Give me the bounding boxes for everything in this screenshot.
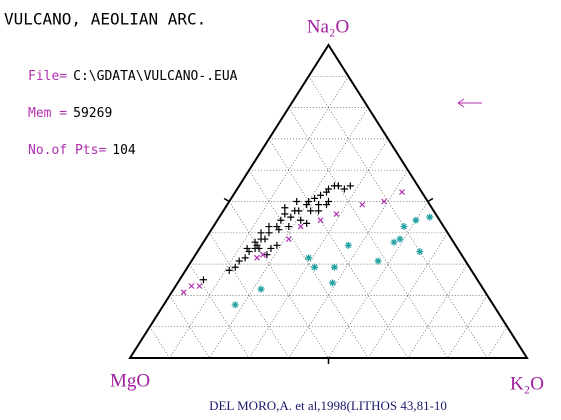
data-point [297, 216, 305, 224]
data-point [311, 263, 319, 271]
data-point [305, 198, 313, 205]
data-point [305, 254, 313, 262]
vertex-label: K₂O [510, 373, 544, 394]
source-note: DEL MORO,A. et al,1998(LITHOS 43,81-10 [209, 398, 447, 413]
data-point [281, 204, 289, 212]
tick-mark [427, 197, 434, 203]
grid-line [367, 232, 448, 359]
data-point [254, 254, 260, 261]
grid-line [169, 295, 210, 359]
data-point [333, 211, 340, 217]
info-panel: File= C:\GDATA\VULCANO-.EUA Mem = 59269 No.o… [28, 69, 238, 158]
data-point [328, 279, 336, 287]
data-point [287, 213, 295, 221]
data-point [285, 236, 292, 242]
data-point [317, 191, 325, 199]
data-point [235, 257, 243, 265]
data-point [307, 207, 315, 215]
grid-line [447, 295, 488, 359]
data-point [265, 229, 273, 237]
grid-line [268, 138, 409, 359]
info-value: 104 [112, 143, 136, 158]
data-point [180, 289, 187, 296]
data-point [225, 266, 233, 274]
data-point [323, 201, 331, 209]
info-line: File= C:\GDATA\VULCANO-.EUA [28, 69, 238, 84]
info-value: C:\GDATA\VULCANO-.EUA [73, 69, 238, 84]
info-value: 59269 [73, 106, 112, 121]
data-point [346, 182, 354, 190]
data-point [412, 216, 420, 224]
info-line: Mem = 59269 [28, 106, 112, 121]
grid-line [487, 326, 508, 359]
data-point [199, 276, 207, 284]
data-point [196, 283, 203, 289]
data-point [400, 223, 408, 231]
data-point [231, 263, 239, 271]
vertex-label: MgO [110, 370, 150, 391]
data-point [315, 201, 323, 209]
info-label: No.of Pts= [28, 143, 106, 158]
data-point [231, 301, 239, 309]
data-point [416, 248, 424, 256]
data-point [265, 223, 273, 231]
info-line: No.of Pts= 104 [28, 143, 136, 158]
data-point [315, 207, 323, 215]
data-point [285, 223, 293, 231]
chart-title: VULCANO, AEOLIAN ARC. [4, 10, 206, 29]
data-point [273, 241, 281, 249]
tick-mark [223, 197, 230, 203]
data-point [267, 244, 275, 252]
data-point [297, 223, 304, 230]
data-point [257, 285, 265, 293]
data-point [426, 213, 434, 221]
data-point [303, 219, 311, 227]
data-point [317, 217, 324, 224]
grid-line [328, 201, 429, 359]
data-point [275, 226, 283, 234]
data-point [399, 189, 405, 196]
grid-line [407, 263, 468, 359]
data-point [340, 185, 348, 193]
grid-line [288, 170, 409, 359]
data-point [390, 238, 398, 246]
data-point [344, 241, 352, 249]
data-point [260, 251, 266, 258]
grid-line [209, 232, 290, 359]
data-point [281, 210, 289, 218]
data-point [396, 235, 404, 243]
grid-line [189, 263, 250, 359]
points [180, 182, 434, 309]
data-point [330, 263, 338, 271]
data-point [374, 257, 382, 265]
vertex-label: Na₂O [307, 16, 350, 37]
data-point [255, 244, 263, 252]
data-point [263, 251, 271, 259]
data-point [295, 207, 303, 215]
info-label: File= [28, 69, 67, 84]
grid-line [149, 326, 170, 359]
data-point [188, 283, 195, 289]
data-point [334, 182, 342, 190]
info-label: Mem = [28, 106, 67, 121]
data-point [241, 254, 249, 262]
data-point [277, 216, 285, 224]
arrow-icon [457, 98, 482, 108]
grid-line [228, 201, 329, 359]
data-point [325, 185, 332, 193]
data-point [251, 238, 259, 246]
data-point [243, 244, 251, 252]
data-point [257, 229, 265, 237]
data-point [261, 235, 269, 243]
data-point [293, 198, 301, 205]
data-point [381, 198, 388, 205]
data-point [359, 201, 366, 208]
grid-line [248, 170, 369, 359]
grid-line [248, 138, 389, 359]
data-point [311, 194, 319, 202]
